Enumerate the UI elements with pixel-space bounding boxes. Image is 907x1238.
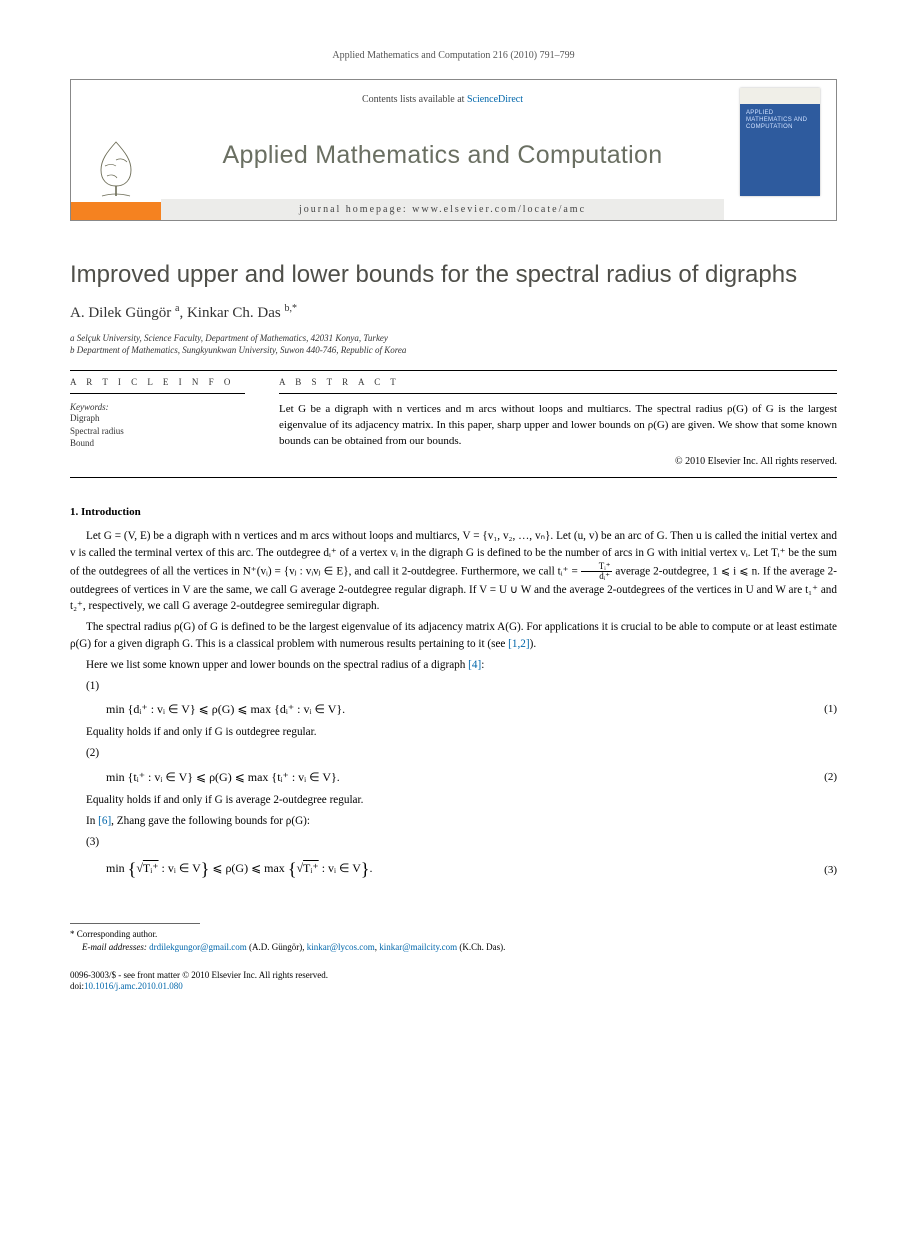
email1-who: (A.D. Güngör), xyxy=(247,942,307,952)
contents-line: Contents lists available at ScienceDirec… xyxy=(171,94,714,105)
affiliation-b: b Department of Mathematics, Sungkyunkwa… xyxy=(70,344,837,356)
para-2: The spectral radius ρ(G) of G is defined… xyxy=(70,619,837,653)
keywords-label: Keywords: xyxy=(70,402,245,412)
para-1: Let G = (V, E) be a digraph with n verti… xyxy=(70,528,837,615)
rule-top xyxy=(70,370,837,371)
email-2-link[interactable]: kinkar@lycos.com xyxy=(307,942,375,952)
abstract-rule xyxy=(279,393,837,394)
keywords-list: Digraph Spectral radius Bound xyxy=(70,412,245,450)
ref-6-link[interactable]: [6] xyxy=(98,815,111,827)
journal-homepage: journal homepage: www.elsevier.com/locat… xyxy=(161,199,724,220)
doi-link[interactable]: 10.1016/j.amc.2010.01.080 xyxy=(84,981,183,991)
body-text: Let G = (V, E) be a digraph with n verti… xyxy=(70,528,837,883)
publisher-block: ELSEVIER xyxy=(71,80,161,220)
section-1-heading: 1. Introduction xyxy=(70,506,837,518)
issn-block: 0096-3003/$ - see front matter © 2010 El… xyxy=(70,970,837,993)
info-abstract-row: A R T I C L E I N F O Keywords: Digraph … xyxy=(70,377,837,467)
footnotes: * Corresponding author. E-mail addresses… xyxy=(70,928,837,953)
item-3: (3) xyxy=(70,834,837,851)
p3a: Here we list some known upper and lower … xyxy=(86,659,468,671)
item-2: (2) xyxy=(70,745,837,762)
abstract-head: A B S T R A C T xyxy=(279,377,837,387)
running-head: Applied Mathematics and Computation 216 … xyxy=(70,50,837,61)
doi-line: doi:10.1016/j.amc.2010.01.080 xyxy=(70,981,837,993)
emails-line: E-mail addresses: drdilekgungor@gmail.co… xyxy=(70,941,837,954)
issn-line: 0096-3003/$ - see front matter © 2010 El… xyxy=(70,970,837,982)
email-1-link[interactable]: drdilekgungor@gmail.com xyxy=(149,942,247,952)
article-title: Improved upper and lower bounds for the … xyxy=(70,261,837,289)
contents-prefix: Contents lists available at xyxy=(362,94,467,105)
item-1: (1) xyxy=(70,678,837,695)
rule-after-abstract xyxy=(70,477,837,478)
equation-2: min {tᵢ⁺ : vᵢ ∈ V} ⩽ ρ(G) ⩽ max {tᵢ⁺ : v… xyxy=(106,768,837,786)
journal-cover: APPLIED MATHEMATICS AND COMPUTATION xyxy=(740,88,820,196)
eq1-math: min {dᵢ⁺ : vᵢ ∈ V} ⩽ ρ(G) ⩽ max {dᵢ⁺ : v… xyxy=(106,700,803,718)
p4a: In xyxy=(86,815,98,827)
p4b: , Zhang gave the following bounds for ρ(… xyxy=(111,815,310,827)
elsevier-orange-bar xyxy=(71,202,161,220)
cover-block: APPLIED MATHEMATICS AND COMPUTATION xyxy=(724,80,836,220)
abstract-copyright: © 2010 Elsevier Inc. All rights reserved… xyxy=(279,456,837,467)
p3b: : xyxy=(481,659,484,671)
affiliation-a: a Selçuk University, Science Faculty, De… xyxy=(70,332,837,344)
equation-3: min {√Tᵢ⁺ : vᵢ ∈ V} ⩽ ρ(G) ⩽ max {√Tᵢ⁺ :… xyxy=(106,856,837,883)
eq3-pre: min xyxy=(106,861,125,875)
eq1-note: Equality holds if and only if G is outde… xyxy=(70,724,837,741)
article-info-rule xyxy=(70,393,245,394)
keyword: Spectral radius xyxy=(70,425,245,438)
keyword: Digraph xyxy=(70,412,245,425)
abstract-col: A B S T R A C T Let G be a digraph with … xyxy=(279,377,837,467)
article-info-col: A R T I C L E I N F O Keywords: Digraph … xyxy=(70,377,245,467)
para-3: Here we list some known upper and lower … xyxy=(70,657,837,674)
eq1-num: (1) xyxy=(803,701,837,718)
email-label: E-mail addresses: xyxy=(82,942,147,952)
masthead-center: Contents lists available at ScienceDirec… xyxy=(161,80,724,220)
eq3-math: min {√Tᵢ⁺ : vᵢ ∈ V} ⩽ ρ(G) ⩽ max {√Tᵢ⁺ :… xyxy=(106,856,803,883)
eq2-math: min {tᵢ⁺ : vᵢ ∈ V} ⩽ ρ(G) ⩽ max {tᵢ⁺ : v… xyxy=(106,768,803,786)
doi-label: doi: xyxy=(70,981,84,991)
email3-who: (K.Ch. Das). xyxy=(457,942,505,952)
abstract-body: Let G be a digraph with n vertices and m… xyxy=(279,402,837,450)
eq2-note: Equality holds if and only if G is avera… xyxy=(70,792,837,809)
frac-Td: Tᵢ⁺dᵢ⁺ xyxy=(581,562,613,582)
p2b: ). xyxy=(530,638,537,650)
authors: A. Dilek Güngör a, Kinkar Ch. Das b,* xyxy=(70,303,837,322)
affiliations: a Selçuk University, Science Faculty, De… xyxy=(70,332,837,356)
ref-4-link[interactable]: [4] xyxy=(468,659,481,671)
keyword: Bound xyxy=(70,437,245,450)
article-info-head: A R T I C L E I N F O xyxy=(70,377,245,387)
email-3-link[interactable]: kinkar@mailcity.com xyxy=(379,942,457,952)
p2a: The spectral radius ρ(G) of G is defined… xyxy=(70,621,837,650)
eq3-num: (3) xyxy=(803,862,837,879)
journal-name: Applied Mathematics and Computation xyxy=(171,141,714,170)
eq2-num: (2) xyxy=(803,769,837,786)
sciencedirect-link[interactable]: ScienceDirect xyxy=(467,94,523,105)
cover-top-band xyxy=(740,88,820,104)
footnote-rule xyxy=(70,923,200,924)
para-4: In [6], Zhang gave the following bounds … xyxy=(70,813,837,830)
elsevier-tree-icon xyxy=(87,136,145,202)
masthead: ELSEVIER Contents lists available at Sci… xyxy=(70,79,837,221)
cover-title: APPLIED MATHEMATICS AND COMPUTATION xyxy=(746,110,814,131)
equation-1: min {dᵢ⁺ : vᵢ ∈ V} ⩽ ρ(G) ⩽ max {dᵢ⁺ : v… xyxy=(106,700,837,718)
ref-1-2-link[interactable]: [1,2] xyxy=(508,638,529,650)
page: Applied Mathematics and Computation 216 … xyxy=(0,0,907,1033)
corresponding-author: * Corresponding author. xyxy=(70,928,837,941)
